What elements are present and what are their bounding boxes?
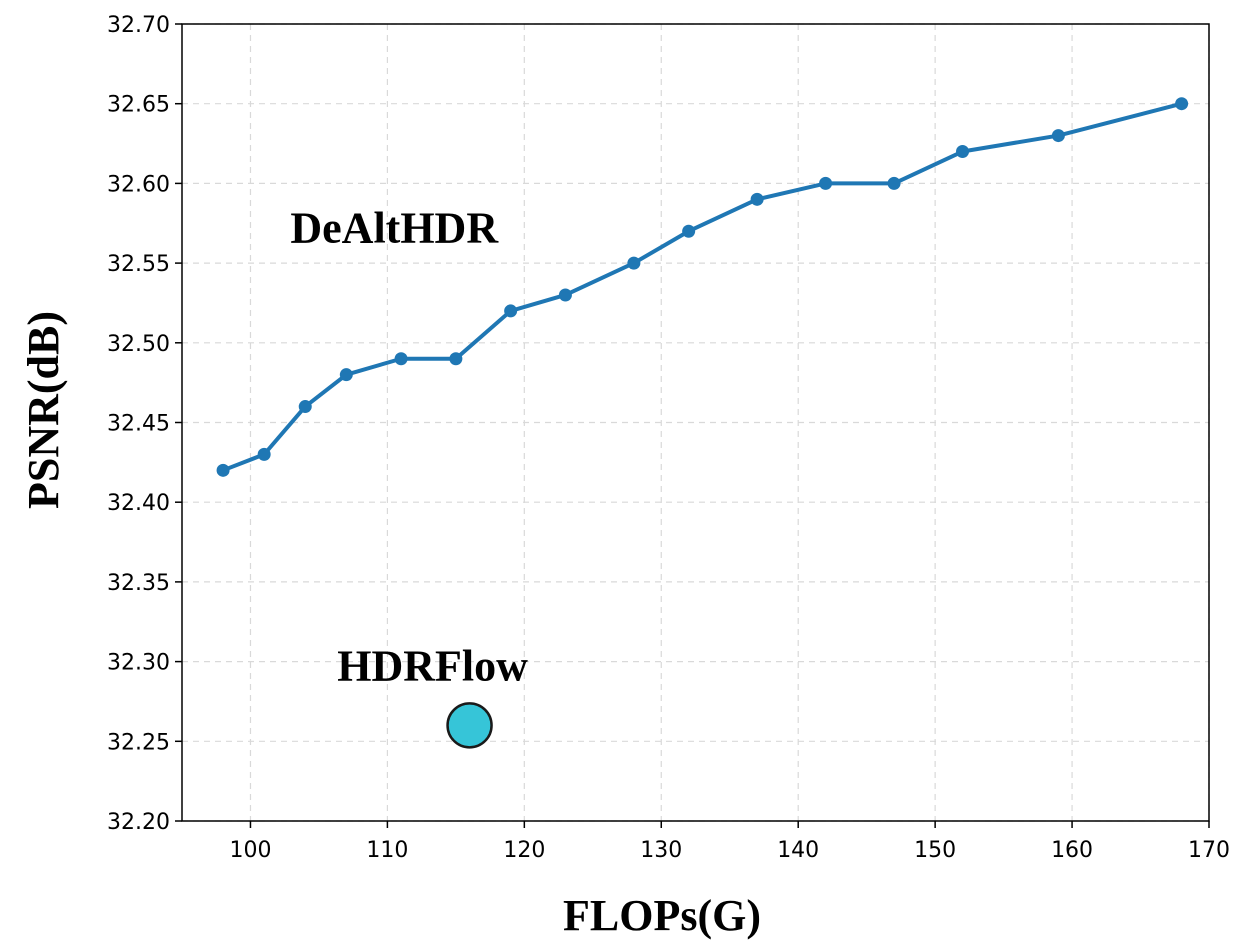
data-point [298,400,312,414]
y-tick-label: 32.35 [107,571,170,596]
grid-layer [182,23,1210,822]
data-point [887,176,901,190]
x-tick-label: 140 [777,838,819,863]
data-point [819,176,833,190]
annotation-layer: DeAltHDR HDRFlow [290,203,528,690]
data-point [449,352,463,366]
data-point [339,368,353,382]
series-hdrflow [446,702,493,749]
x-tick-label: 110 [366,838,408,863]
annotation-label: HDRFlow [337,642,528,691]
x-tick-label: 100 [229,838,271,863]
data-point [504,304,518,318]
y-tick-label: 32.25 [107,730,170,755]
data-point [1175,97,1189,111]
y-tick-label: 32.45 [107,412,170,437]
x-tick-label: 150 [914,838,956,863]
series-line [221,101,1184,473]
data-point [558,288,572,302]
series-layer [216,97,1189,749]
annotation-label: DeAltHDR [290,203,499,252]
data-point [956,145,970,159]
x-tick-label: 170 [1188,838,1230,863]
y-tick-label: 32.60 [107,172,170,197]
data-point [627,256,641,270]
y-tick-label: 32.20 [107,810,170,835]
y-tick-label: 32.70 [107,13,170,38]
y-axis-title: PSNR(dB) [19,311,68,509]
x-tick-label: 130 [640,838,682,863]
x-axis-title: FLOPs(G) [563,891,761,940]
series-dealthdr [216,97,1189,477]
y-tick-label: 32.50 [107,332,170,357]
data-point [682,224,696,238]
y-tick-label: 32.65 [107,93,170,118]
x-tick-label: 160 [1051,838,1093,863]
data-point [446,702,493,749]
y-tick-label: 32.55 [107,252,170,277]
y-tick-label: 32.40 [107,491,170,516]
tick-layer: 100 110 120 130 140 150 160 170 32.20 32.25 32.30 3… [107,13,1230,863]
x-tick-label: 120 [503,838,545,863]
data-point [216,463,230,477]
data-point [394,352,408,366]
y-tick-label: 32.30 [107,651,170,676]
data-point [257,447,271,461]
data-point [1051,129,1065,143]
data-point [750,192,764,206]
